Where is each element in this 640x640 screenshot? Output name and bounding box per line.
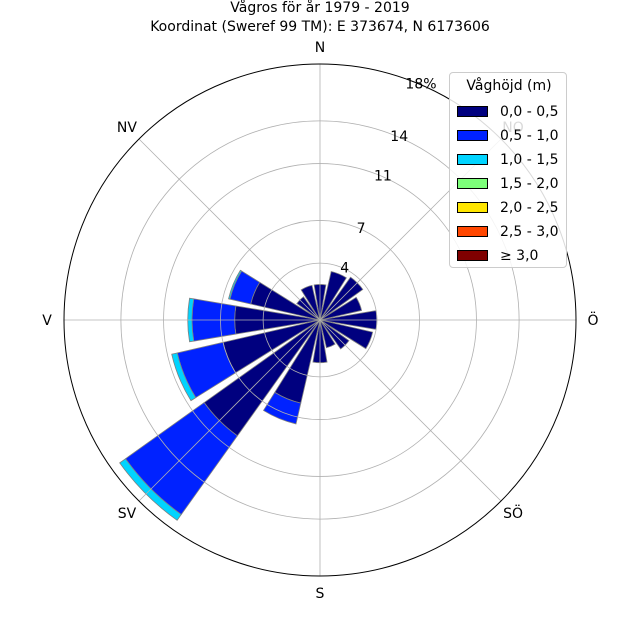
compass-label-SÖ: SÖ	[503, 504, 523, 522]
grid-spoke-3	[319, 319, 502, 502]
chart-subtitle: Koordinat (Sweref 99 TM): E 373674, N 61…	[150, 19, 490, 35]
compass-label-Ö: Ö	[587, 311, 598, 329]
radial-tick-label-2: 11	[374, 168, 392, 184]
legend-item-6: ≥ 3,0	[457, 247, 565, 265]
legend-swatch-5	[457, 226, 488, 237]
legend-swatch-6	[457, 250, 488, 261]
legend-label-3: 1,5 - 2,0	[500, 176, 559, 192]
legend-label-2: 1,0 - 1,5	[500, 152, 559, 168]
outer-circle	[63, 63, 577, 577]
legend-label-0: 0,0 - 0,5	[500, 104, 559, 120]
rose-bar-dir3-bin0	[319, 296, 363, 321]
rose-bar-dir5-bin0	[319, 319, 374, 350]
radial-tick-label-3: 14	[390, 129, 408, 145]
compass-label-N: N	[315, 40, 325, 56]
legend-label-6: ≥ 3,0	[500, 248, 539, 264]
legend-swatch-3	[457, 178, 488, 189]
grid-spoke-7	[138, 138, 321, 321]
radial-tick-label-0: 4	[340, 260, 349, 276]
rose-bar-dir1-bin0	[319, 271, 347, 321]
rose-bar-dir7-bin0	[319, 319, 336, 349]
legend-item-3: 1,5 - 2,0	[457, 175, 565, 193]
legend-item-5: 2,5 - 3,0	[457, 223, 565, 241]
legend-swatch-1	[457, 130, 488, 141]
legend-item-1: 0,5 - 1,0	[457, 127, 565, 145]
rose-bar-dir13-bin2	[228, 269, 243, 300]
polar-grid	[63, 63, 577, 577]
rose-bar-dir11-bin2	[171, 352, 197, 402]
legend: Våghöjd (m) 0,0 - 0,5 0,5 - 1,0 1,0 - 1,5 1…	[449, 72, 567, 268]
compass-label-SV: SV	[118, 506, 137, 522]
compass-label-S: S	[316, 586, 325, 602]
compass-label-V: V	[42, 313, 52, 329]
legend-swatch-0	[457, 106, 488, 117]
legend-item-4: 2,0 - 2,5	[457, 199, 565, 217]
legend-label-4: 2,0 - 2,5	[500, 200, 559, 216]
chart-title: Vågros för år 1979 - 2019	[230, 0, 410, 16]
grid-spoke-5	[138, 319, 321, 502]
legend-swatch-2	[457, 154, 488, 165]
legend-item-2: 1,0 - 1,5	[457, 151, 565, 169]
legend-swatch-4	[457, 202, 488, 213]
legend-label-5: 2,5 - 3,0	[500, 224, 559, 240]
rose-bars	[119, 269, 378, 521]
rose-bar-dir15-bin0	[300, 284, 321, 321]
compass-label-NV: NV	[117, 120, 137, 136]
legend-label-1: 0,5 - 1,0	[500, 128, 559, 144]
rose-bar-dir9-bin1	[262, 391, 302, 425]
legend-title: Våghöjd (m)	[466, 78, 552, 94]
legend-item-0: 0,0 - 0,5	[457, 103, 565, 121]
radial-tick-label-1: 7	[357, 221, 366, 237]
radial-tick-label-4: 18%	[405, 76, 436, 92]
